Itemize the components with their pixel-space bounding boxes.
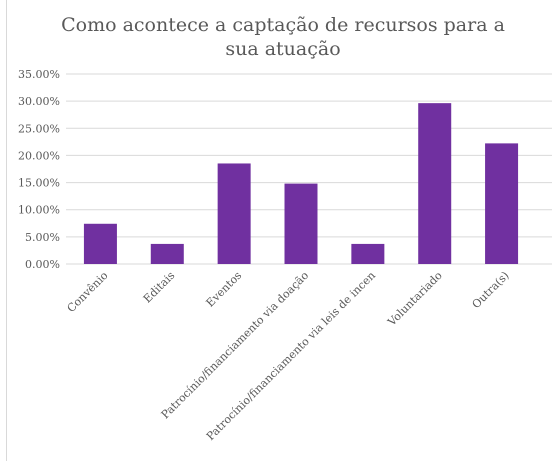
x-category-label: Voluntariado [385,269,446,330]
bars [83,103,519,264]
x-category-label: Patrocínio/financiamento via doação [159,269,312,422]
y-tick-label: 0.00% [25,258,60,271]
y-axis-ticks: 0.00% 5.00% 10.00% 15.00% 20.00% 25.00% 30.00%… [18,68,60,271]
chart-title-line-1: Como acontece a captação de recursos par… [61,14,505,36]
y-tick-label: 5.00% [25,231,60,244]
y-tick-label: 35.00% [18,68,60,81]
y-tick-label: 15.00% [18,177,60,190]
y-tick-label: 25.00% [18,122,60,135]
x-category-label: Eventos [204,269,245,310]
bar [351,243,385,264]
bar [284,183,318,264]
bar [418,103,452,264]
x-category-label: Outra(s) [470,269,512,311]
y-tick-label: 30.00% [18,95,60,108]
y-tick-label: 10.00% [18,204,60,217]
bar [150,243,184,264]
bar [217,163,251,264]
x-axis-categories: Convênio Editais EventosPatrocínio/financi… [65,269,512,443]
left-border-line [6,0,7,461]
x-category-label: Editais [141,269,178,306]
bar [83,223,117,264]
x-category-label: Convênio [65,269,111,315]
y-tick-label: 20.00% [18,149,60,162]
chart-title-line-2: sua atuação [225,38,340,60]
bar [485,143,519,264]
